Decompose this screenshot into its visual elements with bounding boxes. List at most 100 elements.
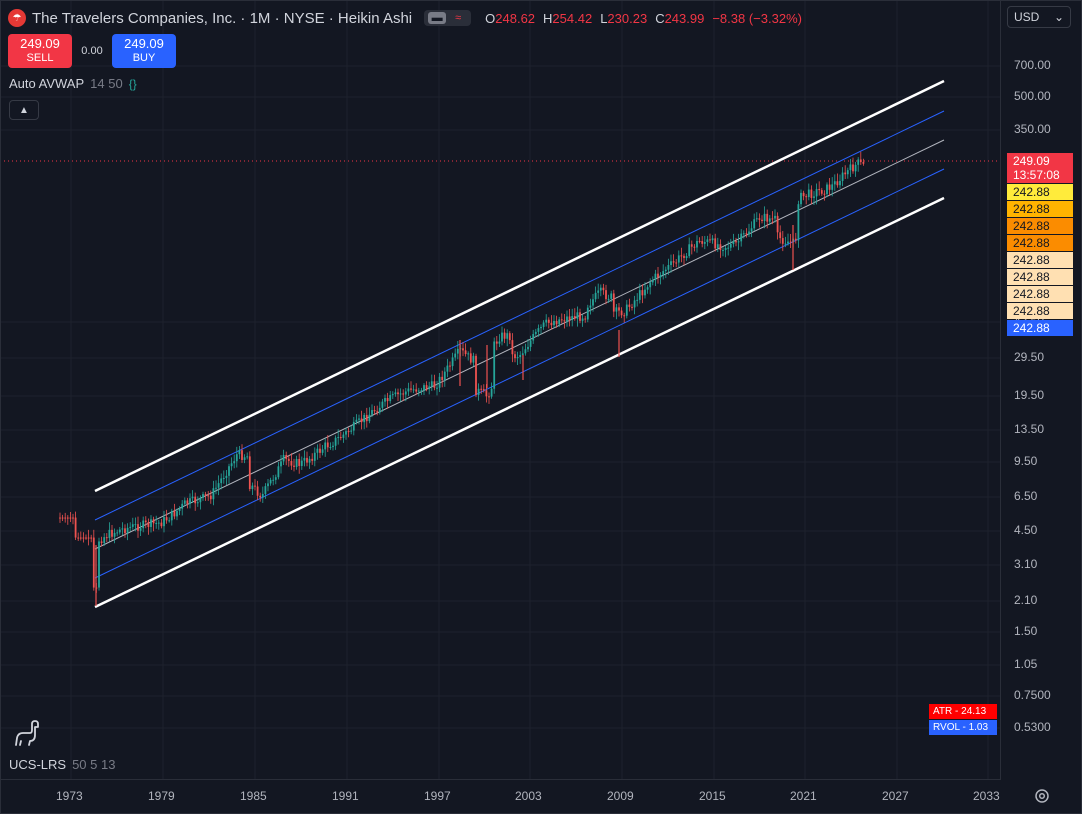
candle-body bbox=[358, 418, 360, 420]
candle-body bbox=[820, 190, 823, 194]
braces-icon[interactable]: {} bbox=[128, 76, 137, 91]
candle-body bbox=[774, 215, 776, 219]
candle-body bbox=[352, 421, 355, 431]
candle-body bbox=[134, 524, 137, 526]
candle-body bbox=[555, 320, 558, 325]
candle-body bbox=[209, 495, 212, 500]
price-chart[interactable] bbox=[0, 0, 1000, 780]
time-axis-divider bbox=[0, 779, 1000, 780]
candle-body bbox=[376, 411, 379, 413]
time-tick-label: 1979 bbox=[148, 789, 175, 803]
currency-select[interactable]: USD ⌄ bbox=[1007, 6, 1071, 28]
candle-body bbox=[235, 454, 238, 462]
candle-body bbox=[672, 261, 675, 263]
candle-body bbox=[347, 431, 350, 433]
candle-body bbox=[436, 387, 438, 389]
candle-body bbox=[610, 293, 613, 299]
candle-body bbox=[677, 255, 680, 263]
candle-body bbox=[813, 196, 815, 198]
candle-body bbox=[311, 458, 314, 461]
candle-body bbox=[779, 232, 782, 239]
candle-body bbox=[623, 315, 626, 317]
candle-body bbox=[589, 305, 592, 308]
candle-body bbox=[836, 181, 839, 186]
candle-body bbox=[628, 304, 631, 307]
candle-body bbox=[204, 494, 207, 496]
candle-body bbox=[378, 407, 381, 413]
candle-body bbox=[425, 385, 428, 390]
sell-button[interactable]: 249.09 SELL bbox=[8, 34, 72, 68]
candle-body bbox=[797, 204, 800, 241]
candle-body bbox=[168, 520, 171, 522]
candle-body bbox=[142, 520, 145, 529]
candle-body bbox=[735, 241, 737, 243]
price-axis-divider bbox=[1000, 0, 1001, 780]
candle-body bbox=[688, 244, 691, 257]
time-tick-label: 2009 bbox=[607, 789, 634, 803]
candle-body bbox=[472, 355, 475, 363]
candle-body bbox=[85, 537, 87, 539]
channel-upper-line bbox=[94, 79, 945, 493]
symbol-title[interactable]: The Travelers Companies, Inc. · 1M · NYS… bbox=[32, 9, 413, 27]
candle-body bbox=[386, 397, 389, 402]
candle-body bbox=[220, 478, 223, 484]
candle-body bbox=[758, 218, 761, 220]
ohlc-values: O248.62 H254.42 L230.23 C243.99 −8.38 (−… bbox=[485, 11, 802, 26]
candle-body bbox=[178, 508, 181, 511]
view-toggle[interactable]: ▬ ≈ bbox=[424, 10, 472, 26]
candle-body bbox=[768, 218, 771, 222]
candle-body bbox=[202, 494, 204, 498]
price-tick-label: 4.50 bbox=[1014, 523, 1038, 537]
candle-body bbox=[745, 233, 748, 235]
indicator-legend-top[interactable]: Auto AVWAP 14 50 {} bbox=[9, 76, 137, 91]
time-tick-label: 2003 bbox=[515, 789, 542, 803]
candle-body bbox=[662, 271, 665, 275]
candle-body bbox=[534, 331, 537, 335]
candle-body bbox=[732, 241, 735, 245]
candle-body bbox=[810, 189, 813, 198]
candle-body bbox=[121, 528, 124, 530]
candle-body bbox=[498, 341, 501, 344]
indicator-name[interactable]: UCS-LRS bbox=[9, 757, 67, 772]
candle-body bbox=[430, 381, 433, 387]
candle-body bbox=[841, 172, 844, 181]
buy-button[interactable]: 249.09 BUY bbox=[112, 34, 176, 68]
time-tick-label: 2015 bbox=[699, 789, 726, 803]
price-tick-label: 0.7500 bbox=[1014, 688, 1051, 702]
candle-body bbox=[129, 526, 132, 528]
candle-body bbox=[150, 519, 152, 527]
candle-body bbox=[542, 322, 545, 327]
ohlc-open: O248.62 bbox=[485, 10, 536, 26]
candle-body bbox=[602, 287, 605, 291]
candle-body bbox=[594, 292, 597, 300]
candle-body bbox=[503, 332, 506, 339]
candle-body bbox=[488, 396, 490, 398]
candle-body bbox=[295, 458, 298, 467]
candle-body bbox=[74, 517, 77, 538]
settings-gear-icon[interactable] bbox=[1033, 787, 1051, 805]
candle-body bbox=[540, 326, 542, 329]
candle-body bbox=[274, 477, 277, 480]
candle-body bbox=[118, 529, 121, 533]
approx-icon[interactable]: ≈ bbox=[455, 12, 462, 24]
collapse-legend-button[interactable]: ▲ bbox=[9, 100, 39, 120]
candle-body bbox=[553, 320, 555, 326]
candle-body bbox=[493, 341, 496, 389]
candle-body bbox=[272, 479, 275, 481]
candle-body bbox=[511, 340, 514, 355]
candle-body bbox=[784, 243, 787, 245]
price-tick-label: 0.5300 bbox=[1014, 720, 1051, 734]
candle-body bbox=[402, 393, 405, 395]
channel-lower-line bbox=[94, 196, 945, 609]
candle-body bbox=[451, 357, 454, 367]
indicator-name[interactable]: Auto AVWAP bbox=[9, 76, 85, 91]
price-tick-label: 1.05 bbox=[1014, 657, 1038, 671]
minus-icon[interactable]: ▬ bbox=[428, 12, 447, 24]
candle-body bbox=[761, 219, 763, 221]
candle-body bbox=[654, 273, 657, 281]
indicator-legend-bottom[interactable]: UCS-LRS 50 5 13 bbox=[9, 757, 115, 772]
candle-body bbox=[77, 537, 80, 539]
candle-body bbox=[823, 193, 826, 195]
candle-body bbox=[207, 495, 210, 497]
candle-body bbox=[324, 442, 327, 450]
